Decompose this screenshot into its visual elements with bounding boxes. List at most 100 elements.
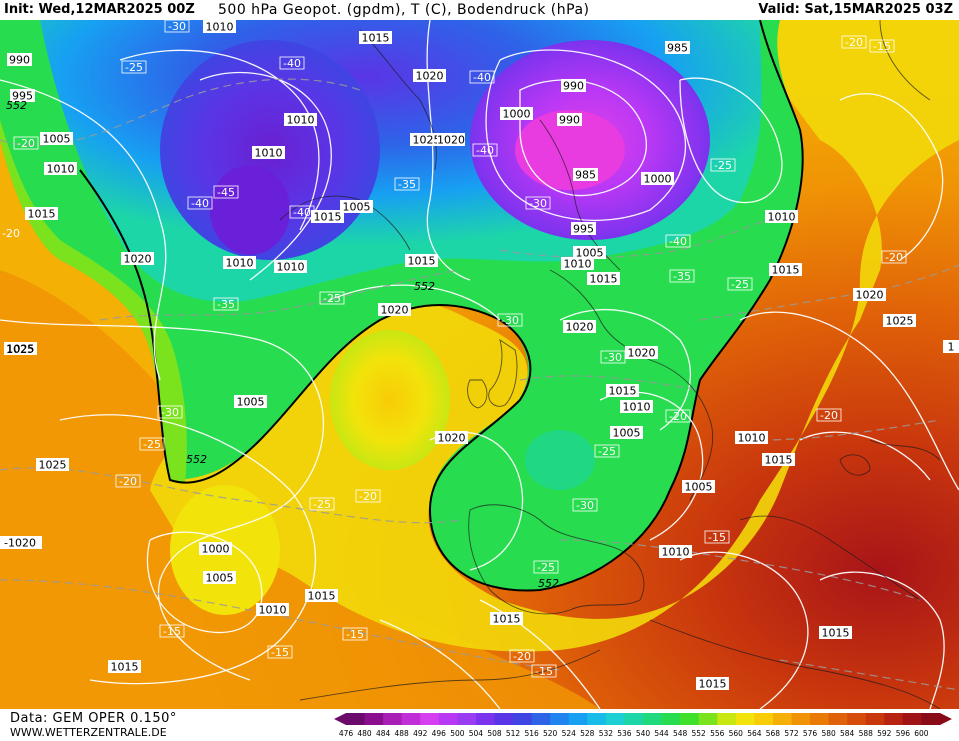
colorbar-swatch (457, 713, 477, 725)
pressure-label: 1015 (305, 589, 338, 603)
svg-text:1005: 1005 (237, 396, 265, 409)
pressure-label: 1005 (573, 246, 606, 260)
pressure-label: 985 (665, 41, 690, 55)
colorbar: 476 480 484 488 492 496 500 504 508 512 516 520 524 5… (334, 713, 952, 738)
svg-text:1015: 1015 (111, 661, 139, 674)
svg-text:-20: -20 (119, 475, 137, 488)
temperature-label: -15 (869, 39, 895, 53)
pressure-label: 1015 (696, 677, 729, 691)
colorbar-swatch (735, 713, 755, 725)
pressure-label: 1020 (853, 288, 886, 302)
colorbar-tick-label: 548 (673, 729, 688, 738)
temperature-label: -20 (509, 649, 535, 663)
colorbar-swatch (494, 713, 514, 725)
svg-text:-30: -30 (604, 351, 622, 364)
pressure-label: 1015 (405, 254, 438, 268)
svg-text:-25: -25 (143, 438, 161, 451)
temperature-label: -20 (665, 409, 691, 423)
colorbar-swatch (828, 713, 848, 725)
colorbar-swatch (865, 713, 885, 725)
temperature-label: -20 (355, 489, 381, 503)
pressure-label-layer: 1010 1015 990 995 1005 1010 1015 1020 10… (4, 20, 916, 691)
colorbar-swatch (717, 713, 737, 725)
svg-text:-20: -20 (820, 409, 838, 422)
green-spot-iberia (525, 430, 595, 490)
svg-text:1005: 1005 (343, 201, 371, 214)
colorbar-swatch (680, 713, 700, 725)
temperature-label: -40 (279, 56, 305, 70)
pressure-label: 1015 (490, 612, 523, 626)
colorbar-swatch (531, 713, 551, 725)
pressure-label: 1025 (4, 342, 37, 356)
svg-text:1015: 1015 (314, 211, 342, 224)
colorbar-tick-label: 580 (821, 729, 836, 738)
colorbar-tick-label: 596 (896, 729, 911, 738)
svg-text:1025: 1025 (7, 343, 35, 356)
colorbar-swatch (810, 713, 830, 725)
colorbar-tick-label: 516 (524, 729, 539, 738)
svg-text:1010: 1010 (259, 604, 287, 617)
colorbar-swatch (550, 713, 570, 725)
svg-text:1010: 1010 (768, 211, 796, 224)
svg-text:1000: 1000 (644, 173, 672, 186)
pressure-label: 1025 (410, 133, 443, 147)
temperature-label: -15 (159, 624, 185, 638)
svg-text:1015: 1015 (822, 627, 850, 640)
temperature-label: -15 (342, 627, 368, 641)
svg-text:1025: 1025 (886, 315, 914, 328)
pressure-label: 1005 (234, 395, 267, 409)
svg-text:1015: 1015 (699, 678, 727, 691)
init-time: Init: Wed,12MAR2025 00Z (4, 2, 195, 17)
svg-text:-30: -30 (576, 499, 594, 512)
svg-text:-40: -40 (476, 144, 494, 157)
chart-footer: Data: GEM OPER 0.150° WWW.WETTERZENTRALE… (0, 709, 959, 741)
chart-header: Init: Wed,12MAR2025 00Z 500 hPa Geopot. … (0, 0, 959, 20)
svg-text:1010: 1010 (206, 21, 234, 34)
contour-552 (79, 20, 804, 592)
colorbar-swatch (921, 713, 941, 725)
pressure-label: 990 (561, 79, 586, 93)
colorbar-tick-label: 576 (803, 729, 818, 738)
colorbar-tick-label: 568 (766, 729, 781, 738)
pressure-label: 1005 (610, 426, 643, 440)
svg-text:1005: 1005 (613, 427, 641, 440)
colorbar-arrow-left (334, 713, 346, 725)
svg-text:-35: -35 (398, 178, 416, 191)
chart-title: 500 hPa Geopot. (gpdm), T (C), Bodendruc… (218, 2, 590, 18)
svg-text:-20: -20 (845, 36, 863, 49)
svg-text:1020: 1020 (437, 134, 465, 147)
colorbar-swatch (401, 713, 421, 725)
svg-text:1010: 1010 (662, 546, 690, 559)
colorbar-swatch (587, 713, 607, 725)
pressure-label: 1015 (311, 210, 344, 224)
svg-text:1020: 1020 (124, 253, 152, 266)
svg-text:1020: 1020 (628, 347, 656, 360)
colorbar-tick-label: 564 (747, 729, 762, 738)
svg-text:-35: -35 (217, 298, 235, 311)
weather-map: 1010 1015 990 995 1005 1010 1015 1020 10… (0, 20, 959, 709)
colorbar-tick-label: 476 (339, 729, 354, 738)
pressure-label: 1015 (587, 272, 620, 286)
temperature-label: -30 (525, 196, 551, 210)
svg-text:990: 990 (9, 54, 30, 67)
temperature-label: -40 (472, 143, 498, 157)
temperature-label: -30 (572, 498, 598, 512)
svg-text:1005: 1005 (206, 572, 234, 585)
svg-text:-20: -20 (669, 410, 687, 423)
low-northwest-inner (210, 165, 290, 255)
pressure-label: 1010 (44, 162, 77, 176)
temperature-label: -25 (139, 437, 165, 451)
svg-text:-15: -15 (873, 40, 891, 53)
colorbar-tick-label: 600 (914, 729, 929, 738)
svg-text:1015: 1015 (308, 590, 336, 603)
pressure-label: 1010 (256, 603, 289, 617)
svg-text:1005: 1005 (685, 481, 713, 494)
colorbar-swatch (902, 713, 922, 725)
colorbar-tick-label: 504 (469, 729, 484, 738)
svg-text:1025: 1025 (413, 134, 441, 147)
colorbar-tick-label: 584 (840, 729, 855, 738)
pressure-label: 1010 (274, 260, 307, 274)
temperature-label: -30 (157, 405, 183, 419)
pressure-label: 1020 (437, 133, 465, 147)
colorbar-tick-label: 484 (376, 729, 391, 738)
